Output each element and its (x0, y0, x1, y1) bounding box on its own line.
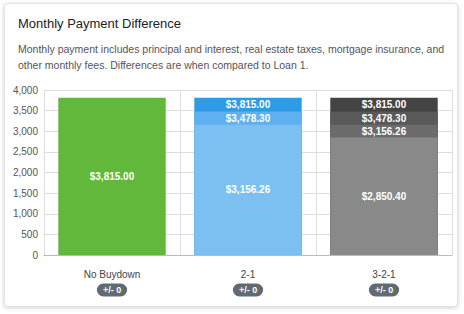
svg-text:$3,156.26: $3,156.26 (362, 126, 407, 137)
svg-text:$3,815.00: $3,815.00 (362, 99, 407, 110)
svg-text:2-1: 2-1 (241, 269, 256, 280)
svg-text:+/- 0: +/- 0 (103, 285, 121, 295)
svg-text:$3,478.30: $3,478.30 (362, 113, 407, 124)
svg-text:1,500: 1,500 (13, 188, 38, 199)
svg-text:No Buydown: No Buydown (84, 269, 141, 280)
svg-text:$2,850.40: $2,850.40 (362, 191, 407, 202)
svg-text:$3,815.00: $3,815.00 (90, 171, 135, 182)
svg-text:2,500: 2,500 (13, 146, 38, 157)
html-text:Monthly Payment Difference: Monthly Payment Difference (18, 16, 182, 31)
svg-text:4,000: 4,000 (13, 85, 38, 96)
html-text:Monthly payment includes princ: Monthly payment includes principal and i… (18, 43, 445, 71)
svg-text:0: 0 (32, 250, 38, 261)
svg-text:+/- 0: +/- 0 (239, 285, 257, 295)
svg-text:2,000: 2,000 (13, 167, 38, 178)
svg-text:3,500: 3,500 (13, 105, 38, 116)
svg-text:500: 500 (21, 229, 38, 240)
svg-text:1,000: 1,000 (13, 208, 38, 219)
svg-text:$3,815.00: $3,815.00 (226, 99, 271, 110)
svg-text:$3,478.30: $3,478.30 (226, 113, 271, 124)
svg-text:3-2-1: 3-2-1 (372, 269, 396, 280)
svg-text:3,000: 3,000 (13, 126, 38, 137)
svg-text:$3,156.26: $3,156.26 (226, 184, 271, 195)
svg-text:+/- 0: +/- 0 (375, 285, 393, 295)
